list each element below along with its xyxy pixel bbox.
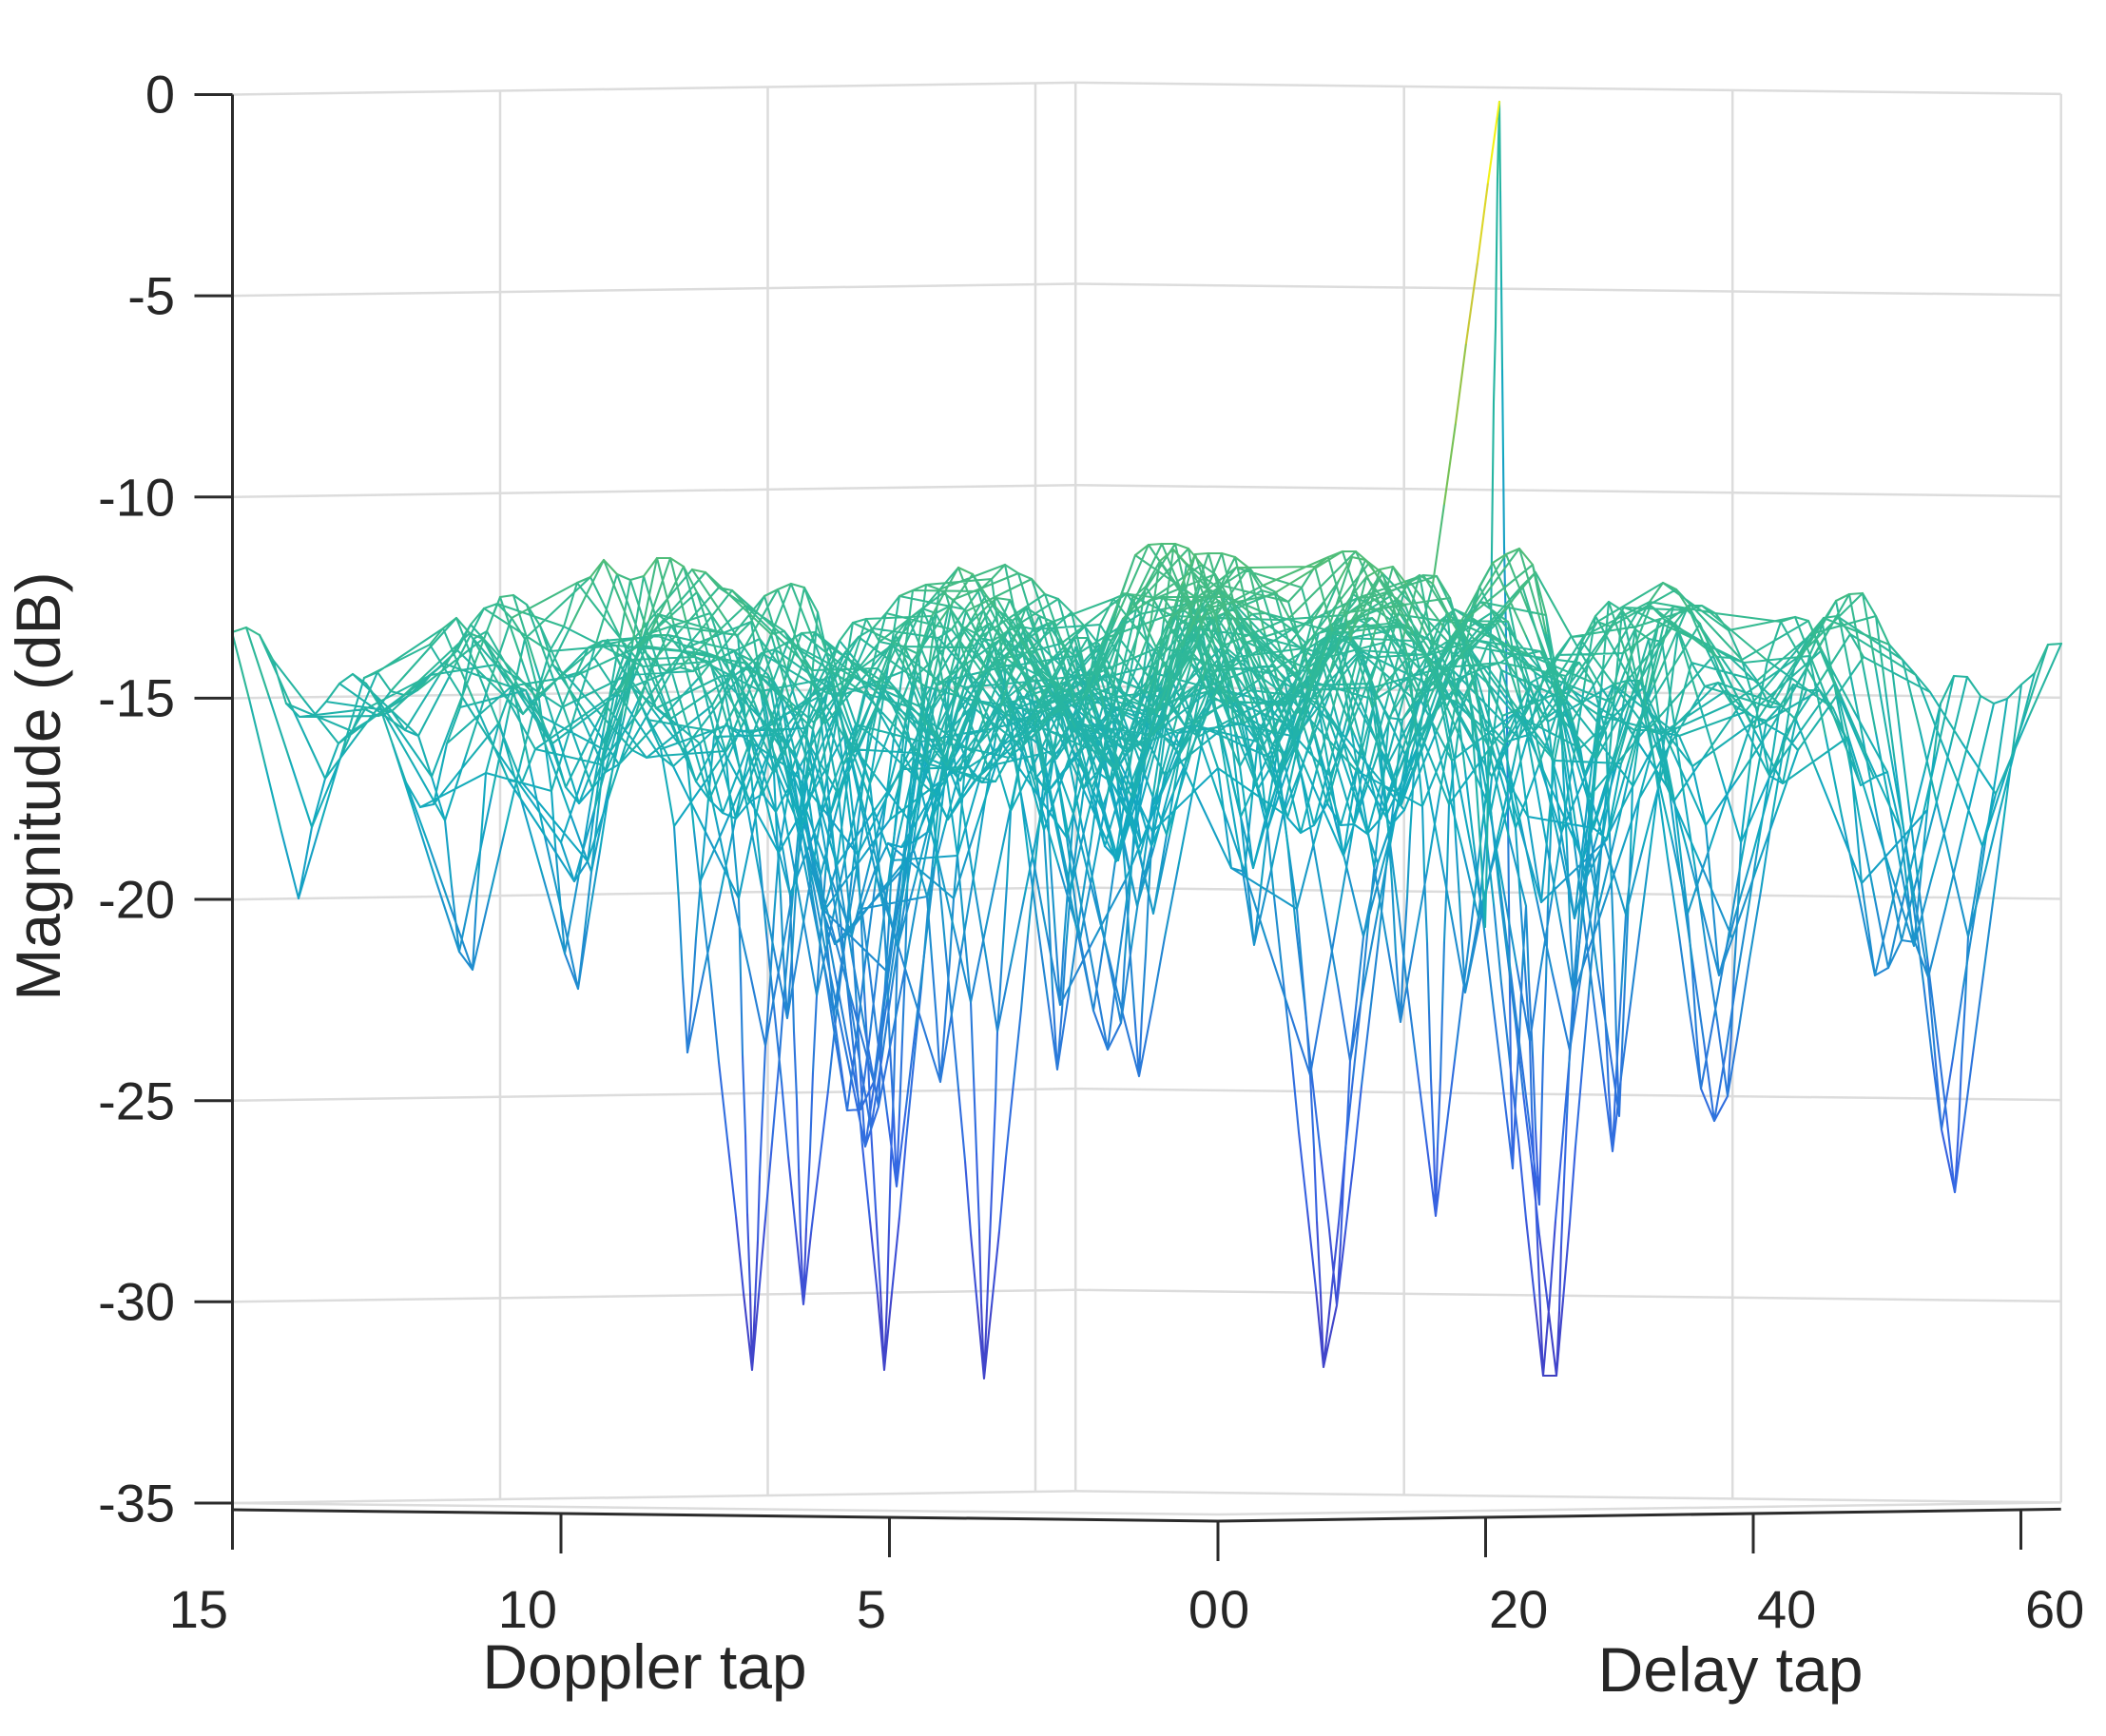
svg-text:0: 0 bbox=[1220, 1579, 1249, 1639]
svg-text:60: 60 bbox=[2025, 1579, 2084, 1639]
svg-text:0: 0 bbox=[1188, 1579, 1218, 1639]
svg-text:-25: -25 bbox=[98, 1071, 175, 1131]
svg-text:-15: -15 bbox=[98, 668, 175, 728]
svg-text:-10: -10 bbox=[98, 468, 175, 528]
svg-text:Magnitude (dB): Magnitude (dB) bbox=[3, 571, 73, 1000]
svg-text:0: 0 bbox=[145, 65, 175, 125]
svg-text:-5: -5 bbox=[127, 266, 175, 326]
svg-text:15: 15 bbox=[169, 1579, 228, 1639]
svg-text:Doppler tap: Doppler tap bbox=[482, 1631, 806, 1702]
svg-text:20: 20 bbox=[1489, 1579, 1548, 1639]
svg-text:-35: -35 bbox=[98, 1474, 175, 1533]
svg-text:5: 5 bbox=[857, 1579, 886, 1639]
svg-text:Delay tap: Delay tap bbox=[1598, 1634, 1864, 1705]
svg-text:10: 10 bbox=[498, 1579, 557, 1639]
svg-text:-20: -20 bbox=[98, 870, 175, 930]
svg-text:40: 40 bbox=[1757, 1579, 1816, 1639]
svg-text:-30: -30 bbox=[98, 1272, 175, 1332]
